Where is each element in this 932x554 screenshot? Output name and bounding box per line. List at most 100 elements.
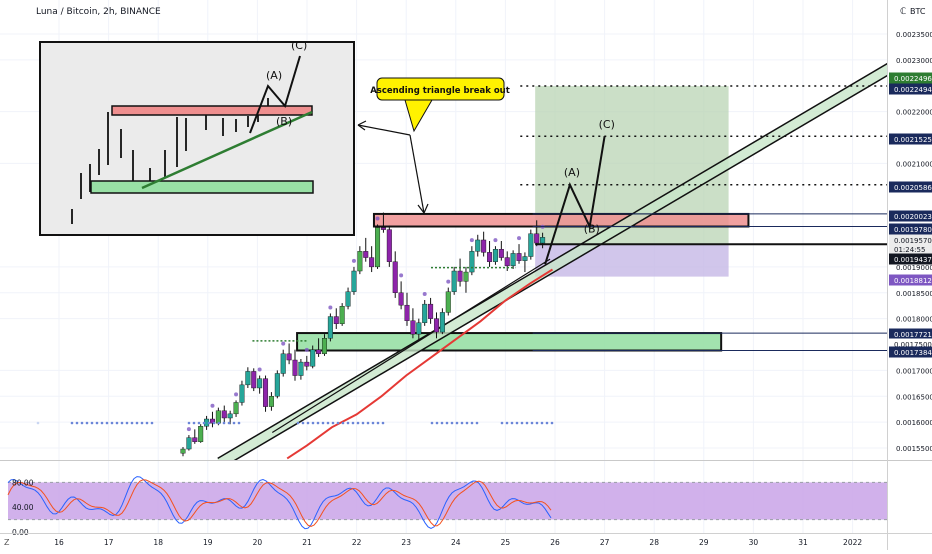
candle-body bbox=[245, 371, 251, 386]
stochastic-oscillator-pane[interactable]: 80.00 40.00 0.00 bbox=[0, 460, 932, 538]
time-tick-label: 24 bbox=[451, 538, 461, 547]
marker-dot bbox=[296, 421, 300, 425]
candle-body bbox=[233, 402, 239, 415]
wave-label-b: (B) bbox=[584, 223, 600, 236]
high-marker bbox=[328, 305, 333, 310]
marker-dot bbox=[445, 421, 449, 425]
price-tag bbox=[889, 346, 932, 358]
target-levels[interactable] bbox=[252, 85, 887, 352]
marker-dot bbox=[500, 421, 504, 425]
marker-dot bbox=[460, 421, 464, 425]
marker-dot bbox=[150, 421, 154, 425]
marker-dot bbox=[125, 421, 129, 425]
candle-body bbox=[321, 338, 327, 355]
stochastic-k-line bbox=[7, 476, 552, 530]
scale-menu-icon[interactable]: ℂ bbox=[900, 7, 906, 17]
wave-projection[interactable]: (A) (B) (C) bbox=[544, 118, 615, 265]
high-marker bbox=[422, 291, 427, 296]
inset-frame bbox=[39, 41, 355, 236]
candle-body bbox=[439, 312, 445, 333]
candle-body bbox=[487, 252, 493, 262]
marker-dot bbox=[371, 421, 375, 425]
inset-price-bars bbox=[71, 98, 269, 224]
time-tick-label: 26 bbox=[550, 538, 560, 547]
candle-body bbox=[457, 270, 463, 282]
candle-body bbox=[221, 410, 227, 419]
candle-body bbox=[192, 437, 198, 442]
ascending-channel[interactable] bbox=[217, 62, 890, 470]
time-tick-label: 28 bbox=[649, 538, 659, 547]
candle-body bbox=[251, 371, 257, 389]
marker-dot bbox=[85, 421, 89, 425]
candle-body bbox=[186, 437, 192, 450]
moving-average bbox=[286, 268, 554, 460]
candle-body bbox=[351, 270, 357, 292]
candle-body bbox=[198, 426, 204, 442]
z-icon[interactable]: Z bbox=[4, 538, 10, 547]
wave-label-a: (A) bbox=[564, 166, 580, 179]
marker-dot bbox=[70, 421, 74, 425]
marker-dot bbox=[105, 421, 109, 425]
time-axis[interactable]: 16 17 18 19 20 21 22 23 24 25 26 27 28 29 30 31 2022 bbox=[54, 538, 862, 547]
price-tick-label: 0.0017000 bbox=[896, 367, 932, 375]
candle-body bbox=[451, 270, 457, 292]
time-tick-label: 20 bbox=[253, 538, 263, 547]
time-tick-label: 25 bbox=[501, 538, 511, 547]
chart-title: Luna / Bitcoin, 2h, BINANCE bbox=[36, 7, 161, 17]
marker-dot bbox=[222, 421, 226, 425]
currency-label: BTC bbox=[910, 7, 926, 16]
candle-body bbox=[380, 227, 386, 230]
candle-body bbox=[327, 316, 333, 339]
support-zone bbox=[296, 332, 723, 352]
price-tag bbox=[889, 181, 932, 193]
candle-body bbox=[333, 316, 339, 324]
marker-dot bbox=[430, 421, 434, 425]
marker-dot bbox=[366, 421, 370, 425]
candles bbox=[180, 212, 546, 457]
marker-dot bbox=[301, 421, 305, 425]
price-tag bbox=[889, 133, 932, 145]
price-tag-label: 0.0022496 bbox=[894, 75, 932, 83]
marker-dot bbox=[95, 421, 99, 425]
inset-label-a: (A) bbox=[266, 69, 282, 82]
marker-dot bbox=[376, 421, 380, 425]
marker-dot bbox=[455, 421, 459, 425]
high-marker bbox=[517, 236, 522, 241]
candle-body bbox=[469, 251, 475, 273]
candle-body bbox=[357, 251, 363, 272]
price-tick-label: 0.0023500 bbox=[896, 31, 932, 39]
callout-pointer bbox=[404, 99, 433, 133]
marker-dot bbox=[140, 421, 144, 425]
marker-dot bbox=[90, 421, 94, 425]
marker-dot bbox=[515, 421, 519, 425]
marker-dot bbox=[435, 421, 439, 425]
price-tag bbox=[889, 274, 932, 286]
marker-dot bbox=[227, 421, 231, 425]
candle-body bbox=[345, 291, 351, 307]
marker-dot bbox=[321, 421, 325, 425]
channel-lower-line bbox=[233, 74, 887, 460]
marker-dot bbox=[130, 421, 134, 425]
price-tag-label: 0.0021525 bbox=[894, 136, 932, 144]
marker-dot bbox=[36, 421, 40, 425]
wave-label-c: (C) bbox=[599, 118, 615, 131]
marker-dot bbox=[356, 421, 360, 425]
marker-dot bbox=[336, 421, 340, 425]
marker-dot bbox=[197, 421, 201, 425]
marker-dot bbox=[202, 421, 206, 425]
price-tag-label: 0.0017721 bbox=[894, 331, 932, 339]
price-tag-label: 0.0019570 bbox=[894, 237, 932, 245]
marker-dot bbox=[100, 421, 104, 425]
callout-box bbox=[376, 77, 505, 101]
candle-body bbox=[475, 239, 481, 252]
marker-dot bbox=[351, 421, 355, 425]
candle-body bbox=[463, 271, 469, 282]
price-tick-label: 0.0023000 bbox=[896, 57, 932, 65]
price-axis[interactable]: 0.0023500 0.0023000 0.0022000 0.0021000 0.00… bbox=[889, 31, 932, 453]
marker-dot bbox=[440, 421, 444, 425]
callout-arrowhead-zone bbox=[417, 203, 429, 214]
breakout-callout[interactable]: Ascending triangle break out bbox=[357, 77, 510, 214]
time-tick-label: 16 bbox=[54, 538, 64, 547]
ascending-triangle-inset[interactable]: (A) (B) (C) bbox=[39, 39, 355, 236]
